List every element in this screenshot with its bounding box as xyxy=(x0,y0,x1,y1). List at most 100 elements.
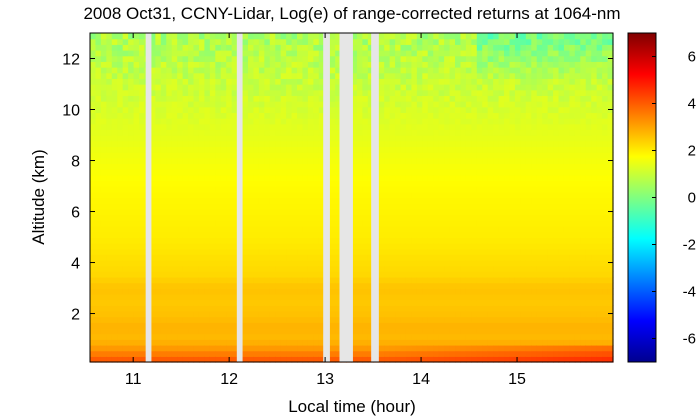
heatmap-cell xyxy=(476,203,483,210)
heatmap-cell xyxy=(493,225,500,233)
heatmap-cell xyxy=(106,129,113,136)
heatmap-cell xyxy=(302,316,309,323)
heatmap-cell xyxy=(455,259,462,267)
heatmap-cell xyxy=(351,95,358,102)
heatmap-cell xyxy=(307,135,314,142)
heatmap-cell xyxy=(471,106,478,114)
heatmap-cell xyxy=(307,89,314,96)
heatmap-cell xyxy=(378,50,385,57)
heatmap-cell xyxy=(133,140,140,148)
heatmap-cell xyxy=(297,191,304,199)
heatmap-cell xyxy=(226,140,233,148)
heatmap-cell xyxy=(465,276,472,284)
heatmap-cell xyxy=(166,237,173,244)
heatmap-cell xyxy=(395,220,402,227)
heatmap-cell xyxy=(460,259,467,267)
heatmap-cell xyxy=(122,118,129,125)
heatmap-cell xyxy=(525,61,532,68)
heatmap-cell xyxy=(378,72,385,79)
heatmap-cell xyxy=(242,299,249,306)
heatmap-cell xyxy=(438,157,445,165)
heatmap-cell xyxy=(242,350,249,357)
heatmap-cell xyxy=(351,163,358,170)
heatmap-cell xyxy=(264,350,271,357)
heatmap-cell xyxy=(253,220,260,227)
heatmap-cell xyxy=(329,157,336,165)
heatmap-cell xyxy=(416,322,423,329)
heatmap-cell xyxy=(177,282,184,289)
heatmap-cell xyxy=(444,169,451,176)
heatmap-cell xyxy=(384,50,391,57)
heatmap-cell xyxy=(297,84,304,91)
heatmap-cell xyxy=(465,118,472,125)
heatmap-cell xyxy=(542,203,549,210)
heatmap-cell xyxy=(95,146,102,153)
heatmap-cell xyxy=(226,191,233,199)
heatmap-cell xyxy=(465,89,472,96)
heatmap-cell xyxy=(395,299,402,306)
heatmap-cell xyxy=(433,152,440,159)
heatmap-cell xyxy=(275,322,282,329)
heatmap-cell xyxy=(318,180,325,187)
heatmap-cell xyxy=(547,50,554,57)
heatmap-cell xyxy=(95,327,102,335)
heatmap-cell xyxy=(384,78,391,85)
heatmap-cell xyxy=(422,220,429,227)
heatmap-cell xyxy=(482,163,489,170)
heatmap-cell xyxy=(378,101,385,108)
heatmap-cell xyxy=(422,33,429,40)
heatmap-cell xyxy=(117,152,124,159)
heatmap-cell xyxy=(139,248,146,255)
heatmap-cell xyxy=(400,180,407,187)
heatmap-cell xyxy=(291,180,298,187)
heatmap-cell xyxy=(416,180,423,187)
heatmap-cell xyxy=(247,38,255,45)
heatmap-cell xyxy=(465,174,472,182)
heatmap-cell xyxy=(275,214,282,221)
heatmap-cell xyxy=(433,322,440,329)
heatmap-cell xyxy=(286,276,293,284)
heatmap-cell xyxy=(422,72,429,79)
heatmap-cell xyxy=(504,38,511,45)
heatmap-cell xyxy=(433,316,440,323)
heatmap-cell xyxy=(307,169,314,176)
heatmap-cell xyxy=(160,214,167,221)
heatmap-cell xyxy=(204,84,211,91)
heatmap-cell xyxy=(215,288,222,295)
heatmap-cell xyxy=(433,248,440,255)
heatmap-cell xyxy=(514,152,521,159)
heatmap-cell xyxy=(122,310,129,318)
heatmap-cell xyxy=(188,44,195,51)
heatmap-cell xyxy=(329,44,336,51)
heatmap-cell xyxy=(122,344,129,352)
heatmap-cell xyxy=(411,118,418,125)
heatmap-cell xyxy=(160,186,167,193)
heatmap-cell xyxy=(520,237,527,244)
heatmap-cell xyxy=(128,89,135,96)
heatmap-cell xyxy=(193,140,200,148)
heatmap-cell xyxy=(498,157,505,165)
heatmap-cell xyxy=(220,225,227,233)
heatmap-cell xyxy=(215,344,222,352)
heatmap-cell xyxy=(476,288,483,295)
heatmap-cell xyxy=(313,169,320,176)
heatmap-cell xyxy=(204,293,211,301)
heatmap-cell xyxy=(542,140,549,148)
heatmap-cell xyxy=(384,305,391,312)
heatmap-cell xyxy=(188,197,195,204)
heatmap-cell xyxy=(269,220,276,227)
heatmap-cell xyxy=(411,152,418,159)
heatmap-cell xyxy=(171,356,178,363)
heatmap-cell xyxy=(553,180,560,187)
heatmap-cell xyxy=(476,248,483,255)
heatmap-cell xyxy=(111,152,118,159)
heatmap-cell xyxy=(553,248,560,255)
heatmap-cell xyxy=(427,242,434,250)
heatmap-cell xyxy=(509,254,516,261)
heatmap-cell xyxy=(182,186,189,193)
heatmap-cell xyxy=(198,322,206,329)
heatmap-cell xyxy=(378,106,385,114)
heatmap-cell xyxy=(405,288,413,295)
heatmap-cell xyxy=(400,282,407,289)
heatmap-cell xyxy=(209,293,216,301)
